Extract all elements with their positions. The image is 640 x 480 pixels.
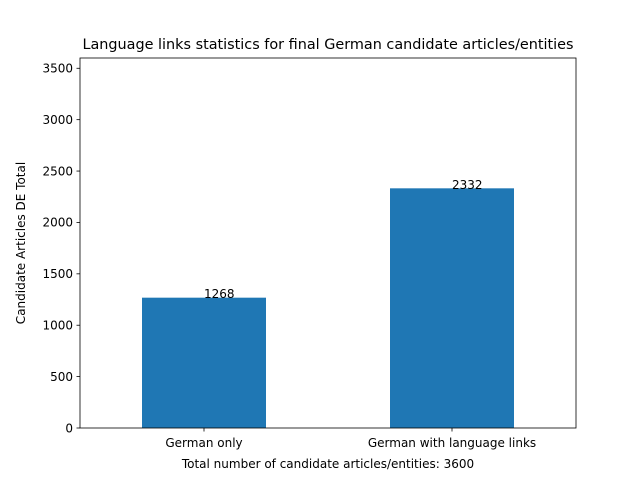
- plot-frame: [79, 57, 577, 429]
- y-tick-label-7: 3000: [42, 113, 73, 127]
- x-tick-label-1: German only: [165, 436, 242, 450]
- data-label-1: 1268: [204, 287, 235, 301]
- y-tick-label-3: 1000: [42, 319, 73, 333]
- x-axis: German only German with language links: [165, 428, 536, 450]
- data-label-group: 1268 2332: [204, 178, 483, 301]
- y-tick-label-4: 1500: [42, 267, 73, 281]
- x-axis-label: Total number of candidate articles/entit…: [181, 457, 474, 471]
- x-tick-label-2: German with language links: [368, 436, 536, 450]
- bar-2: [390, 188, 514, 428]
- data-label-2: 2332: [452, 178, 483, 192]
- y-axis-label: Candidate Articles DE Total: [14, 162, 28, 324]
- y-axis: 0 500 1000 1500 2000 2500 3000 3500: [42, 62, 80, 435]
- y-tick-label-2: 500: [50, 370, 73, 384]
- y-tick-label-5: 2000: [42, 216, 73, 230]
- bar-1: [142, 297, 266, 428]
- y-tick-label-6: 2500: [42, 164, 73, 178]
- chart-title: Language links statistics for final Germ…: [82, 37, 573, 53]
- y-tick-label-1: 0: [65, 421, 73, 435]
- bar-group: [142, 188, 514, 428]
- y-tick-label-8: 3500: [42, 62, 73, 76]
